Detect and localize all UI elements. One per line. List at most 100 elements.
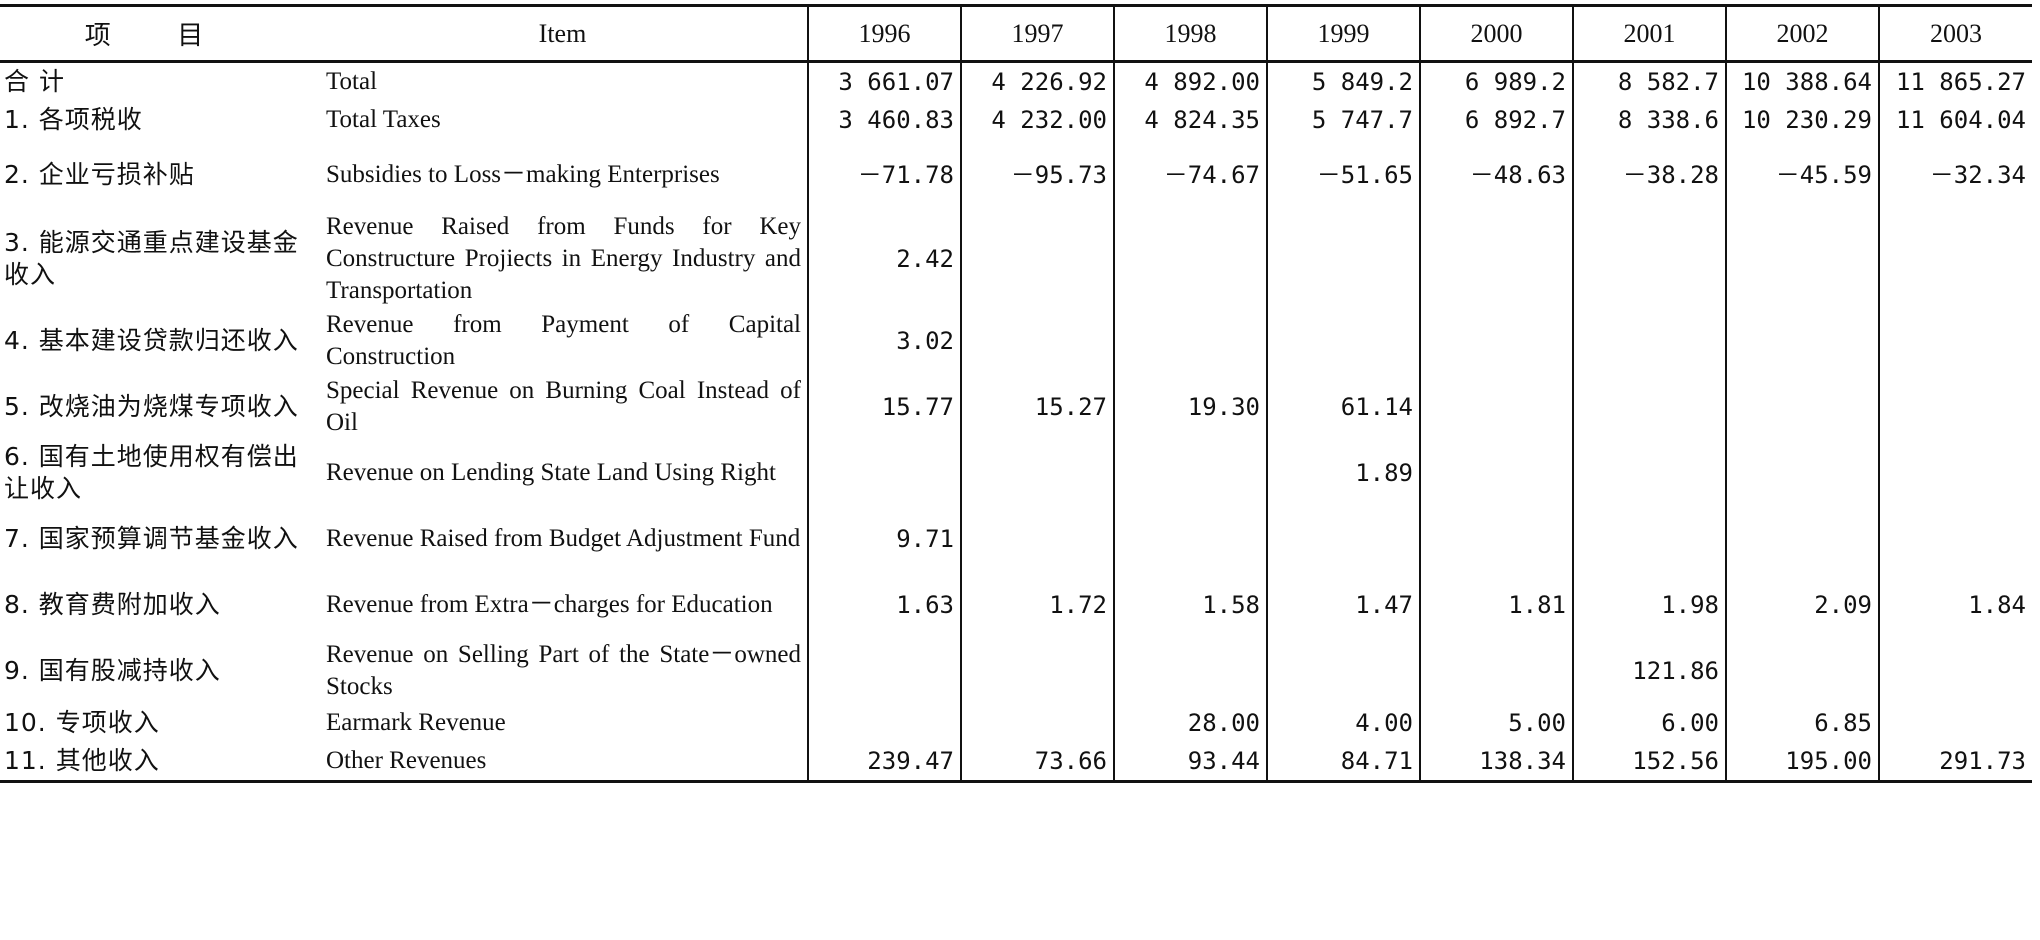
row-label-en-text: Revenue on Lending State Land Using Righ… <box>326 458 776 486</box>
header-year: 1999 <box>1266 4 1420 63</box>
value-cell: 1.58 <box>1113 571 1267 638</box>
value-cell: 239.47 <box>807 742 961 783</box>
row-label-en: Other Revenues <box>318 742 808 783</box>
value-cell <box>1113 307 1267 374</box>
row-label-cn: 8. 教育费附加收入 <box>4 589 221 619</box>
value-cell: 4 226.92 <box>960 61 1114 101</box>
value-cell: 10 230.29 <box>1725 100 1879 140</box>
row-label-en-text: Revenue Raised from Budget Adjustment Fu… <box>326 524 801 552</box>
value-cell: 3 460.83 <box>807 100 961 140</box>
row-label-en: Total Taxes <box>318 101 808 140</box>
value-cell <box>1878 637 2032 704</box>
table-row: 7. 国家预算调节基金收入 Revenue Raised from Budget … <box>0 505 2032 572</box>
value-cell <box>1419 209 1573 308</box>
value-cell <box>1878 307 2032 374</box>
value-cell <box>1725 505 1879 572</box>
value-cell: 15.77 <box>807 373 961 440</box>
value-cell: 4 892.00 <box>1113 61 1267 101</box>
value-cell: 6.85 <box>1725 703 1879 743</box>
row-label-en-text: Subsidies to Loss－making Enterprises <box>326 160 720 188</box>
value-cell <box>1725 307 1879 374</box>
value-cell <box>1572 505 1726 572</box>
value-cell: 28.00 <box>1113 703 1267 743</box>
value-cell: 93.44 <box>1113 742 1267 783</box>
row-label-en: Special Revenue on Burning Coal Instead … <box>318 374 808 440</box>
row-label-en-text: Total Taxes <box>326 106 441 133</box>
row-label-en-text: Total <box>326 67 378 95</box>
value-cell <box>1266 637 1420 704</box>
table-row: 1. 各项税收 Total Taxes 3 460.83 4 232.00 4 824.… <box>0 100 2032 140</box>
value-cell: 2.09 <box>1725 571 1879 638</box>
value-cell: 3.02 <box>807 307 961 374</box>
value-cell <box>1419 307 1573 374</box>
value-cell: 2.42 <box>807 209 961 308</box>
value-cell <box>960 209 1114 308</box>
table-row: 3. 能源交通重点建设基金收入 Revenue Raised from Funds… <box>0 209 2032 308</box>
row-label-cn: 5. 改烧油为烧煤专项收入 <box>4 391 299 421</box>
row-label-cn: 7. 国家预算调节基金收入 <box>4 523 299 553</box>
row-label-en-text: Revenue from Payment of Capital Construc… <box>326 310 801 370</box>
value-cell: 11 865.27 <box>1878 61 2032 101</box>
row-label-en-text: Other Revenues <box>326 747 487 775</box>
header-year: 2002 <box>1725 4 1879 63</box>
row-label-en: Earmark Revenue <box>318 704 808 743</box>
row-label-en-text: Revenue Raised from Funds for Key Constr… <box>326 212 801 304</box>
value-cell <box>1878 439 2032 506</box>
row-label-cn: 4. 基本建设贷款归还收入 <box>4 325 299 355</box>
table-row: 2. 企业亏损补贴 Subsidies to Loss－making Enterp… <box>0 139 2032 210</box>
header-year: 1998 <box>1113 4 1267 63</box>
row-label-en-text: Revenue from Extra－charges for Education <box>326 590 773 618</box>
header-item-cn: 项 目 <box>0 4 318 63</box>
row-label-cn: 2. 企业亏损补贴 <box>4 159 195 189</box>
row-label-en-text: Special Revenue on Burning Coal Instead … <box>326 376 801 436</box>
value-cell: 1.81 <box>1419 571 1573 638</box>
value-cell <box>1419 505 1573 572</box>
table-row: 合 计 Total 3 661.07 4 226.92 4 892.00 5 849.2 6… <box>0 61 2032 101</box>
value-cell: 291.73 <box>1878 742 2032 783</box>
value-cell <box>1878 373 2032 440</box>
value-cell: －51.65 <box>1266 139 1420 210</box>
row-label-en-text: Revenue on Selling Part of the State－own… <box>326 640 801 700</box>
row-label-en: Revenue on Lending State Land Using Righ… <box>318 440 808 506</box>
value-cell: 6.00 <box>1572 703 1726 743</box>
value-cell: 138.34 <box>1419 742 1573 783</box>
value-cell <box>1572 373 1726 440</box>
value-cell: 61.14 <box>1266 373 1420 440</box>
header-year: 1996 <box>807 4 961 63</box>
header-year: 2003 <box>1878 4 2032 63</box>
value-cell <box>1113 439 1267 506</box>
value-cell <box>807 637 961 704</box>
value-cell: 121.86 <box>1572 637 1726 704</box>
value-cell: 10 388.64 <box>1725 61 1879 101</box>
value-cell <box>1725 373 1879 440</box>
value-cell <box>1113 209 1267 308</box>
value-cell <box>1266 209 1420 308</box>
row-label-cn: 3. 能源交通重点建设基金收入 <box>4 227 299 289</box>
value-cell <box>1572 439 1726 506</box>
table-row: 4. 基本建设贷款归还收入 Revenue from Payment of Cap… <box>0 307 2032 374</box>
value-cell: －32.34 <box>1878 139 2032 210</box>
value-cell <box>960 505 1114 572</box>
row-label-cn: 10. 专项收入 <box>4 708 160 737</box>
row-label-en: Total <box>318 62 808 101</box>
value-cell <box>1266 307 1420 374</box>
value-cell <box>1419 373 1573 440</box>
value-cell <box>1878 209 2032 308</box>
row-label-cn: 11. 其他收入 <box>0 742 318 783</box>
header-year: 2000 <box>1419 4 1573 63</box>
table-row: 8. 教育费附加收入 Revenue from Extra－charges for… <box>0 571 2032 638</box>
value-cell <box>1725 439 1879 506</box>
header-row: 项 目 Item 1996 1997 1998 1999 2000 2001 2… <box>0 4 2032 63</box>
value-cell: 19.30 <box>1113 373 1267 440</box>
table-row: 11. 其他收入 Other Revenues 239.47 73.66 93.44 84… <box>0 742 2032 783</box>
row-label-en-text: Earmark Revenue <box>326 709 506 736</box>
value-cell: 4 232.00 <box>960 100 1114 140</box>
row-label-cn: 1. 各项税收 <box>4 105 143 134</box>
row-label-en: Revenue Raised from Funds for Key Constr… <box>318 210 808 308</box>
row-label-en: Revenue on Selling Part of the State－own… <box>318 638 808 704</box>
table-row: 5. 改烧油为烧煤专项收入 Special Revenue on Burning … <box>0 373 2032 440</box>
value-cell <box>1419 637 1573 704</box>
value-cell: 9.71 <box>807 505 961 572</box>
value-cell <box>1878 703 2032 743</box>
